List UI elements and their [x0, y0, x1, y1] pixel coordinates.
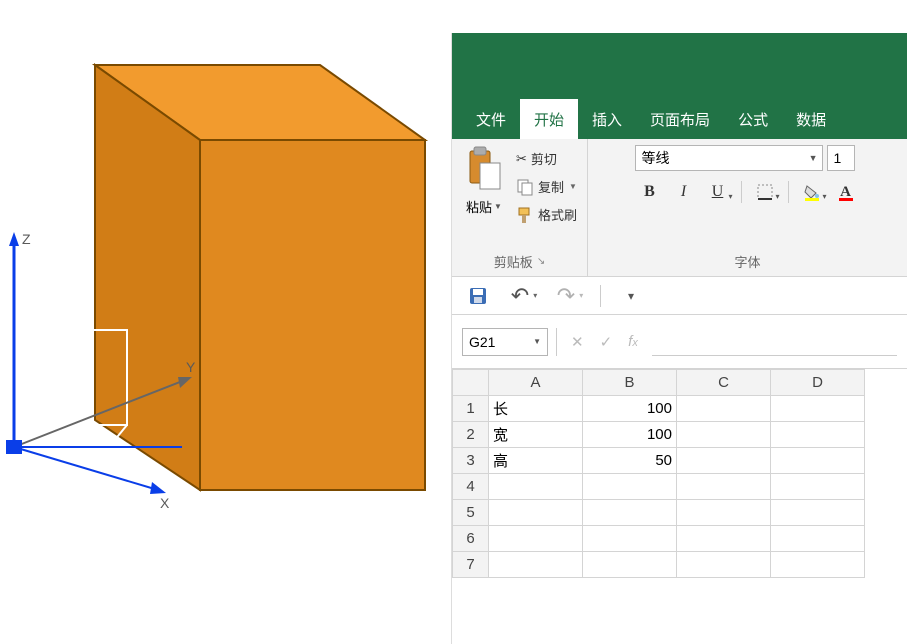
- qat-customize-button[interactable]: ▾: [615, 282, 647, 310]
- cut-button[interactable]: ✂ 剪切: [514, 147, 579, 170]
- axis-x-label: X: [160, 495, 170, 511]
- bold-button[interactable]: B: [635, 179, 665, 205]
- cell-A7[interactable]: [489, 552, 583, 578]
- cell-D2[interactable]: [771, 422, 865, 448]
- cell-B4[interactable]: [583, 474, 677, 500]
- format-painter-label: 格式刷: [538, 205, 577, 224]
- formula-bar: G21▼ ✕ ✓ fx: [452, 315, 907, 369]
- cell-A1[interactable]: 长: [489, 396, 583, 422]
- title-bar: [452, 33, 907, 99]
- cell-B1[interactable]: 100: [583, 396, 677, 422]
- font-name-combo[interactable]: 等线▼: [635, 145, 823, 171]
- cell-D6[interactable]: [771, 526, 865, 552]
- column-header-D[interactable]: D: [771, 370, 865, 396]
- cut-label: 剪切: [531, 149, 557, 168]
- paste-button[interactable]: 粘贴▼: [460, 145, 508, 216]
- column-header-A[interactable]: A: [489, 370, 583, 396]
- font-size-combo[interactable]: 1: [827, 145, 855, 171]
- row-header-2[interactable]: 2: [453, 422, 489, 448]
- cube-front-face: [200, 140, 425, 490]
- cell-C6[interactable]: [677, 526, 771, 552]
- column-header-B[interactable]: B: [583, 370, 677, 396]
- font-size-value: 1: [834, 150, 842, 166]
- axis-y-label: Y: [186, 359, 196, 375]
- tab-home[interactable]: 开始: [520, 99, 578, 139]
- paste-label: 粘贴: [466, 197, 492, 216]
- cell-D7[interactable]: [771, 552, 865, 578]
- save-icon: [468, 286, 488, 306]
- cell-B2[interactable]: 100: [583, 422, 677, 448]
- cell-D4[interactable]: [771, 474, 865, 500]
- excel-window: 文件 开始 插入 页面布局 公式 数据 粘贴▼ ✂: [451, 33, 907, 644]
- name-box-value: G21: [469, 334, 495, 350]
- border-icon: [755, 182, 775, 202]
- row-header-1[interactable]: 1: [453, 396, 489, 422]
- scissors-icon: ✂: [516, 151, 527, 167]
- cell-A5[interactable]: [489, 500, 583, 526]
- underline-button[interactable]: U▾: [703, 179, 733, 205]
- row-header-5[interactable]: 5: [453, 500, 489, 526]
- row-header-4[interactable]: 4: [453, 474, 489, 500]
- accept-icon[interactable]: ✓: [600, 333, 613, 351]
- row-header-7[interactable]: 7: [453, 552, 489, 578]
- cad-viewport: Z Y X: [0, 0, 460, 560]
- worksheet-grid[interactable]: ABCD 1长100 2宽100 3高50 4567: [452, 369, 907, 578]
- tab-insert[interactable]: 插入: [578, 99, 636, 139]
- copy-button[interactable]: 复制▼: [514, 175, 579, 198]
- format-painter-icon: [516, 206, 534, 224]
- cell-C4[interactable]: [677, 474, 771, 500]
- cell-A2[interactable]: 宽: [489, 422, 583, 448]
- format-painter-button[interactable]: 格式刷: [514, 203, 579, 226]
- font-group-label: 字体: [735, 252, 761, 271]
- cell-B7[interactable]: [583, 552, 677, 578]
- copy-label: 复制: [538, 177, 564, 196]
- row-header-6[interactable]: 6: [453, 526, 489, 552]
- cancel-icon[interactable]: ✕: [571, 333, 584, 351]
- cell-B6[interactable]: [583, 526, 677, 552]
- cell-C5[interactable]: [677, 500, 771, 526]
- font-group: 等线▼ 1 B I U▾ ▾: [588, 139, 907, 276]
- tab-pagelayout[interactable]: 页面布局: [636, 99, 724, 139]
- borders-button[interactable]: ▾: [750, 179, 780, 205]
- select-all-corner[interactable]: [453, 370, 489, 396]
- formula-input[interactable]: [652, 328, 897, 356]
- ribbon-tabs: 文件 开始 插入 页面布局 公式 数据: [452, 99, 907, 139]
- cell-B5[interactable]: [583, 500, 677, 526]
- clipboard-launcher-icon[interactable]: ↘: [537, 256, 545, 267]
- paste-icon: [464, 145, 504, 193]
- font-color-button[interactable]: A: [831, 179, 861, 205]
- font-name-value: 等线: [642, 148, 670, 168]
- cell-A3[interactable]: 高: [489, 448, 583, 474]
- cell-C3[interactable]: [677, 448, 771, 474]
- tab-file[interactable]: 文件: [462, 99, 520, 139]
- column-header-C[interactable]: C: [677, 370, 771, 396]
- fill-color-button[interactable]: ▾: [797, 179, 827, 205]
- cell-A6[interactable]: [489, 526, 583, 552]
- tab-formulas[interactable]: 公式: [724, 99, 782, 139]
- clipboard-group: 粘贴▼ ✂ 剪切 复制▼ 格式刷 剪贴板: [452, 139, 588, 276]
- cell-C1[interactable]: [677, 396, 771, 422]
- tab-data[interactable]: 数据: [782, 99, 840, 139]
- undo-button[interactable]: ↶▾: [508, 282, 540, 310]
- row-header-3[interactable]: 3: [453, 448, 489, 474]
- name-box[interactable]: G21▼: [462, 328, 548, 356]
- italic-button[interactable]: I: [669, 179, 699, 205]
- copy-icon: [516, 178, 534, 196]
- fx-icon[interactable]: fx: [628, 333, 638, 351]
- ribbon-body: 粘贴▼ ✂ 剪切 复制▼ 格式刷 剪贴板: [452, 139, 907, 277]
- cube-left-face: [95, 65, 200, 490]
- cell-A4[interactable]: [489, 474, 583, 500]
- axis-z-label: Z: [22, 231, 31, 247]
- redo-button[interactable]: ↷▾: [554, 282, 586, 310]
- cell-C2[interactable]: [677, 422, 771, 448]
- cell-D1[interactable]: [771, 396, 865, 422]
- cell-C7[interactable]: [677, 552, 771, 578]
- save-button[interactable]: [462, 282, 494, 310]
- cell-B3[interactable]: 50: [583, 448, 677, 474]
- clipboard-group-label: 剪贴板: [494, 252, 533, 271]
- cell-D5[interactable]: [771, 500, 865, 526]
- cell-D3[interactable]: [771, 448, 865, 474]
- quick-access-toolbar: ↶▾ ↷▾ ▾: [452, 277, 907, 315]
